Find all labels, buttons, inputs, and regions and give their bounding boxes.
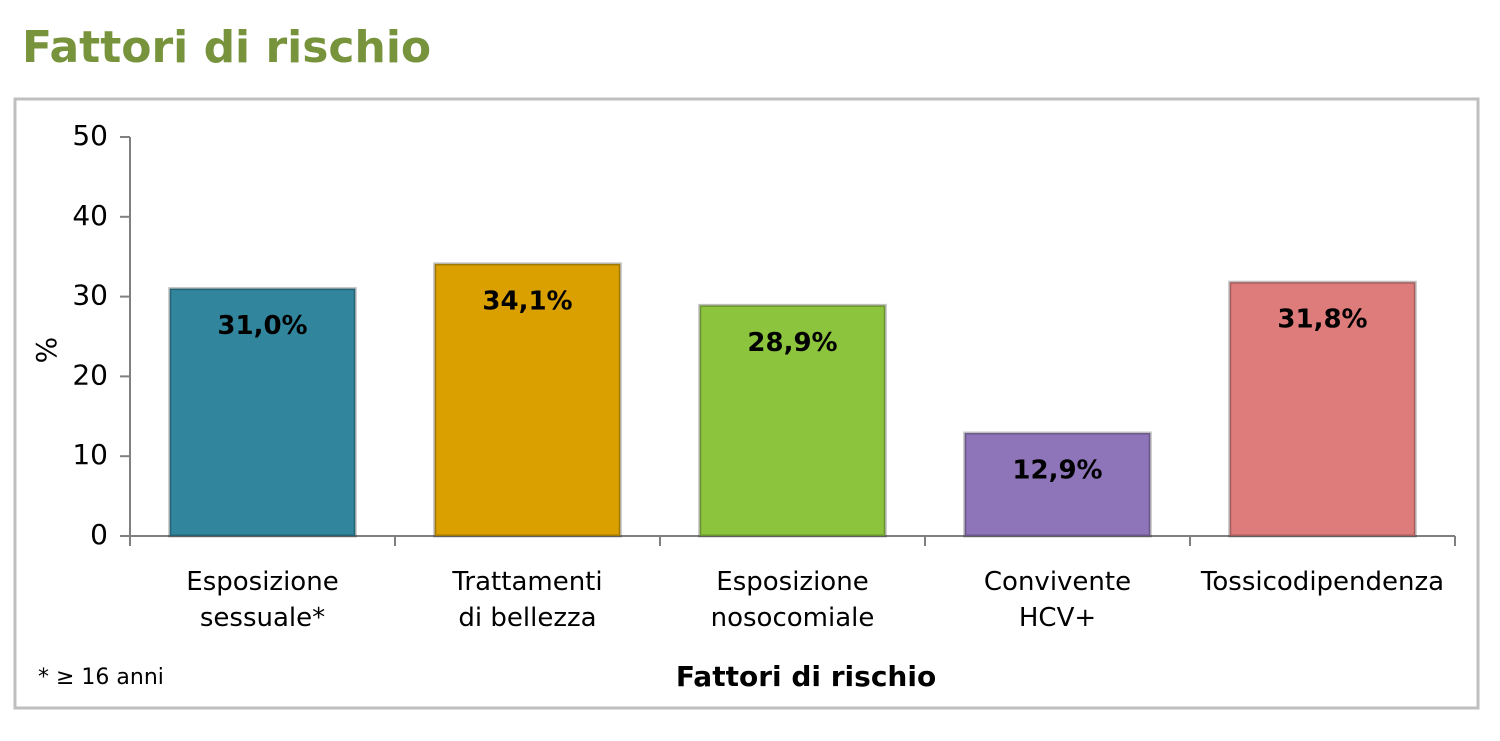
y-tick-label: 50 bbox=[72, 119, 108, 152]
y-tick-label: 10 bbox=[72, 438, 108, 471]
x-tick-label: Esposizione sessuale* bbox=[186, 567, 339, 633]
value-label: 31,8% bbox=[1277, 305, 1367, 335]
x-tick-label: Esposizione nosocomiale bbox=[710, 567, 875, 633]
x-axis-label: Fattori di rischio bbox=[676, 660, 936, 693]
bar bbox=[168, 287, 357, 538]
bar bbox=[1228, 280, 1417, 538]
value-label: 34,1% bbox=[482, 286, 572, 316]
bar bbox=[963, 431, 1152, 538]
y-tick-label: 20 bbox=[72, 358, 108, 391]
bar bbox=[698, 303, 887, 538]
value-label: 12,9% bbox=[1012, 456, 1102, 486]
value-label: 28,9% bbox=[747, 328, 837, 358]
y-tick-label: 0 bbox=[90, 518, 108, 551]
bar bbox=[433, 262, 622, 538]
x-tick-label: Tossicodipendenza bbox=[1200, 567, 1445, 597]
footnote: * ≥ 16 anni bbox=[38, 665, 164, 690]
value-label: 31,0% bbox=[217, 311, 307, 341]
y-tick-label: 30 bbox=[72, 279, 108, 312]
y-tick-label: 40 bbox=[72, 199, 108, 232]
x-tick-label: Trattamenti di bellezza bbox=[452, 567, 603, 633]
y-axis-label: % bbox=[30, 337, 63, 364]
x-tick-label: Convivente HCV+ bbox=[983, 567, 1132, 633]
chart-title: Fattori di rischio bbox=[22, 22, 431, 73]
